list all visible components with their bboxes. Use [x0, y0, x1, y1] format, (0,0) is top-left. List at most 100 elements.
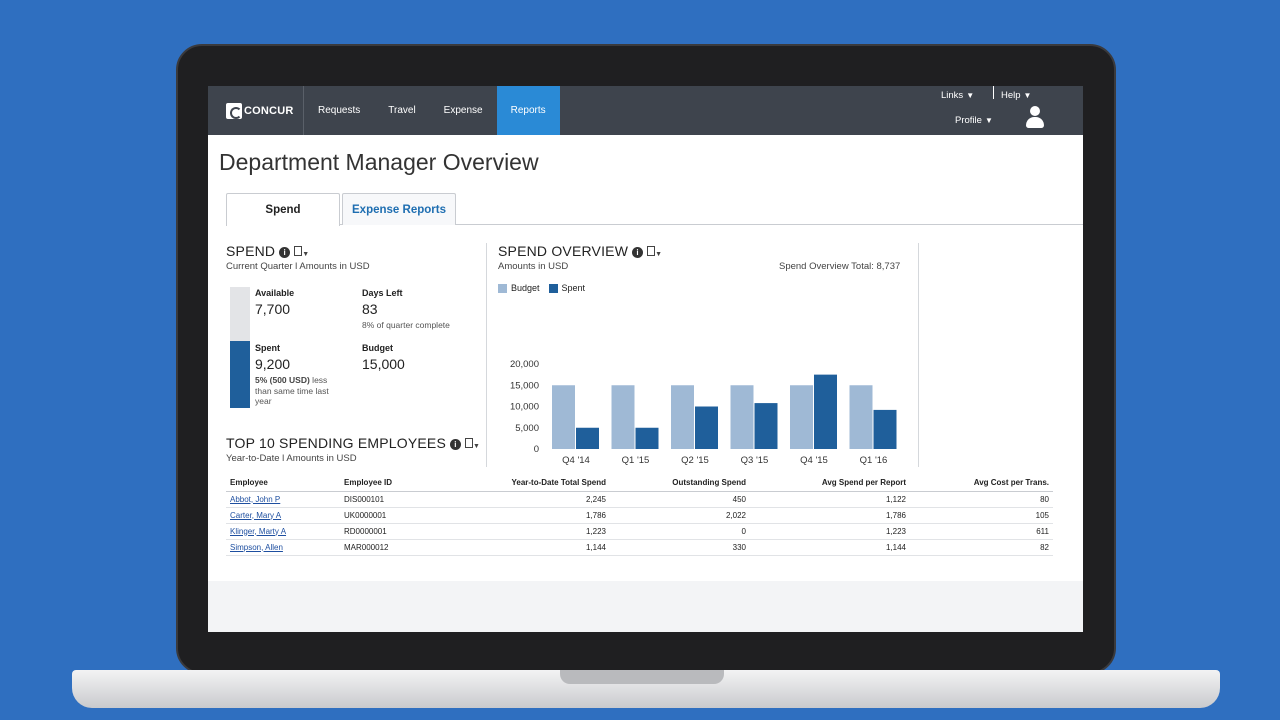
chevron-down-icon: ▼ [984, 116, 993, 125]
table-row: Abbot, John P DIS000101 2,245 450 1,122 80 [226, 491, 1053, 508]
main-content: Department Manager Overview Spend Expens… [208, 135, 1083, 581]
x-tick-label: Q1 '15 [622, 455, 650, 466]
cell-ytd-spend: 1,786 [450, 507, 610, 524]
spend-title: SPEND [226, 243, 276, 259]
y-tick-label: 5,000 [515, 423, 539, 434]
cell-employee[interactable]: Carter, Mary A [226, 507, 340, 524]
spent-comparison-note: 5% (500 USD) less than same time last ye… [255, 375, 345, 407]
table-row: Klinger, Marty A RD0000001 1,223 0 1,223 611 [226, 523, 1053, 540]
cell-employee-id: MAR000012 [340, 539, 450, 556]
cell-employee[interactable]: Klinger, Marty A [226, 523, 340, 540]
info-icon[interactable]: i [632, 247, 644, 258]
links-label: Links [941, 90, 964, 101]
chevron-down-icon: ▼ [1023, 91, 1032, 100]
document-icon[interactable] [294, 246, 303, 256]
bar-spent [873, 409, 897, 449]
employee-link[interactable]: Klinger, Marty A [230, 526, 287, 536]
cell-outstanding: 0 [610, 523, 750, 540]
links-menu[interactable]: Links ▼ [941, 90, 974, 101]
employee-link[interactable]: Simpson, Allen [230, 542, 283, 552]
document-icon[interactable] [647, 246, 656, 256]
cell-employee-id: RD0000001 [340, 523, 450, 540]
x-tick-label: Q3 '15 [741, 455, 769, 466]
cell-outstanding: 2,022 [610, 507, 750, 524]
cell-avg-cost-trans: 611 [910, 523, 1053, 540]
nav-travel[interactable]: Travel [388, 105, 416, 116]
chevron-down-icon[interactable]: ▼ [473, 443, 481, 450]
section-divider [918, 243, 919, 467]
nav-reports[interactable]: Reports [496, 86, 560, 135]
bar-spent [576, 427, 599, 449]
available-label: Available [255, 288, 295, 298]
table-header-row: Employee Employee ID Year-to-Date Total … [226, 475, 1053, 492]
y-tick-label: 20,000 [510, 359, 539, 370]
col-employee-id[interactable]: Employee ID [340, 475, 450, 492]
chart-legend: Budget Spent [498, 283, 585, 293]
bar-spent [635, 427, 659, 449]
spend-progress-bar [230, 287, 250, 408]
x-tick-label: Q4 '14 [562, 455, 590, 466]
cell-employee[interactable]: Abbot, John P [226, 491, 340, 508]
col-employee[interactable]: Employee [226, 475, 340, 492]
profile-label: Profile [955, 115, 982, 126]
spend-subtitle: Current Quarter l Amounts in USD [226, 261, 370, 272]
bar-spent [754, 403, 778, 449]
x-tick-label: Q1 '16 [860, 455, 888, 466]
document-icon[interactable] [465, 438, 474, 448]
chevron-down-icon[interactable]: ▼ [302, 251, 310, 258]
col-ytd-spend[interactable]: Year-to-Date Total Spend [450, 475, 610, 492]
tab-bar: Spend Expense Reports [226, 193, 1083, 226]
nav-requests[interactable]: Requests [318, 105, 361, 116]
legend-spent-swatch [548, 283, 558, 293]
bar-budget [671, 385, 694, 449]
days-left-label: Days Left [362, 288, 403, 298]
concur-logo[interactable]: CONCUR [208, 86, 304, 135]
y-tick-label: 15,000 [510, 380, 539, 391]
employee-link[interactable]: Abbot, John P [230, 494, 281, 504]
app-screen: CONCUR Requests Travel Expense Reports L… [208, 86, 1083, 632]
laptop-notch [560, 670, 724, 684]
col-avg-spend-report[interactable]: Avg Spend per Report [750, 475, 910, 492]
nav-separator [993, 86, 994, 99]
brand-name: CONCUR [244, 104, 294, 117]
footer-area [208, 582, 1083, 632]
tab-expense-reports[interactable]: Expense Reports [342, 193, 456, 225]
avatar-icon[interactable] [1024, 104, 1046, 130]
cell-outstanding: 450 [610, 491, 750, 508]
cell-avg-spend-report: 1,786 [750, 507, 910, 524]
cell-avg-spend-report: 1,144 [750, 539, 910, 556]
cell-employee-id: DIS000101 [340, 491, 450, 508]
bar-budget [790, 385, 813, 449]
bar-budget [552, 385, 575, 449]
help-menu[interactable]: Help ▼ [1001, 90, 1031, 101]
profile-menu[interactable]: Profile ▼ [955, 115, 993, 126]
table-row: Simpson, Allen MAR000012 1,144 330 1,144 82 [226, 539, 1053, 556]
cell-employee[interactable]: Simpson, Allen [226, 539, 340, 556]
cell-avg-spend-report: 1,223 [750, 523, 910, 540]
nav-expense[interactable]: Expense [443, 105, 483, 116]
overview-title: SPEND OVERVIEW [498, 243, 629, 259]
y-tick-label: 10,000 [510, 402, 539, 413]
top10-title: TOP 10 SPENDING EMPLOYEES [226, 435, 447, 451]
cell-employee-id: UK0000001 [340, 507, 450, 524]
info-icon[interactable]: i [450, 439, 462, 450]
top10-subtitle: Year-to-Date l Amounts in USD [226, 453, 357, 464]
cell-ytd-spend: 1,144 [450, 539, 610, 556]
section-divider [486, 243, 487, 467]
page-title: Department Manager Overview [219, 149, 539, 175]
cell-outstanding: 330 [610, 539, 750, 556]
overview-subtitle: Amounts in USD [498, 261, 569, 272]
chevron-down-icon[interactable]: ▼ [655, 251, 663, 258]
concur-logo-icon [226, 102, 242, 119]
days-left-value: 83 [362, 301, 378, 317]
col-outstanding[interactable]: Outstanding Spend [610, 475, 750, 492]
info-icon[interactable]: i [279, 247, 291, 258]
bar-spent [814, 374, 837, 449]
tab-spend[interactable]: Spend [226, 193, 340, 226]
cell-avg-cost-trans: 80 [910, 491, 1053, 508]
employee-link[interactable]: Carter, Mary A [230, 510, 282, 520]
col-avg-cost-trans[interactable]: Avg Cost per Trans. [910, 475, 1053, 492]
spend-heading: SPEND i ▼ [226, 243, 309, 259]
cell-ytd-spend: 2,245 [450, 491, 610, 508]
chevron-down-icon: ▼ [966, 91, 975, 100]
